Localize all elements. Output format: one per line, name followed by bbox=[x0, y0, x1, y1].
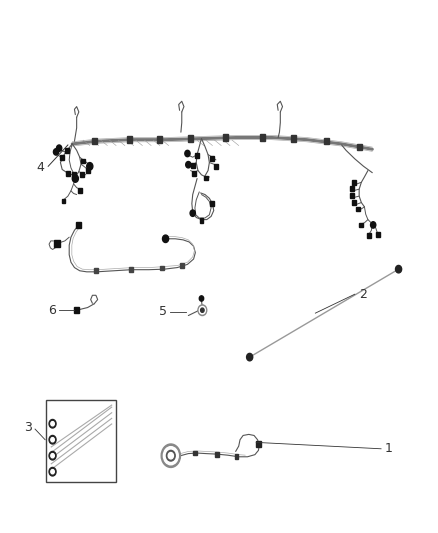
Bar bbox=[46, 400, 116, 482]
Bar bbox=[81, 159, 85, 163]
Text: 1: 1 bbox=[385, 442, 392, 455]
Text: 6: 6 bbox=[48, 304, 56, 317]
Bar bbox=[66, 171, 70, 175]
Circle shape bbox=[201, 308, 204, 312]
Bar bbox=[210, 201, 215, 206]
Circle shape bbox=[371, 222, 376, 228]
Bar bbox=[350, 186, 354, 191]
Bar bbox=[94, 269, 98, 273]
Bar bbox=[61, 198, 65, 203]
Bar bbox=[223, 134, 228, 141]
Circle shape bbox=[51, 422, 54, 426]
Text: 5: 5 bbox=[159, 305, 167, 318]
Bar bbox=[192, 171, 196, 175]
Bar bbox=[204, 175, 208, 180]
Bar bbox=[324, 138, 329, 144]
Circle shape bbox=[166, 450, 175, 461]
Circle shape bbox=[72, 175, 78, 182]
Bar bbox=[195, 153, 199, 158]
Bar bbox=[64, 148, 68, 152]
Bar bbox=[359, 223, 364, 227]
Bar bbox=[157, 136, 162, 143]
Bar bbox=[210, 156, 215, 161]
Circle shape bbox=[51, 454, 54, 458]
Circle shape bbox=[57, 145, 62, 151]
Bar bbox=[130, 267, 133, 272]
Bar bbox=[350, 193, 354, 198]
Circle shape bbox=[396, 265, 402, 273]
Bar bbox=[54, 240, 60, 247]
Bar bbox=[291, 135, 296, 142]
Bar bbox=[357, 144, 362, 150]
Bar bbox=[191, 163, 194, 167]
Circle shape bbox=[199, 296, 204, 301]
Bar bbox=[200, 219, 203, 223]
Bar bbox=[127, 136, 132, 143]
Bar bbox=[356, 206, 360, 211]
Circle shape bbox=[51, 470, 54, 474]
Bar bbox=[160, 266, 164, 271]
Text: 2: 2 bbox=[359, 288, 367, 301]
Circle shape bbox=[161, 444, 180, 467]
Bar bbox=[60, 155, 64, 160]
Circle shape bbox=[49, 435, 56, 444]
Circle shape bbox=[49, 419, 56, 428]
Bar bbox=[193, 451, 197, 455]
Bar bbox=[73, 172, 77, 177]
Circle shape bbox=[162, 235, 169, 243]
Circle shape bbox=[186, 161, 191, 168]
Bar bbox=[256, 441, 261, 447]
Circle shape bbox=[247, 353, 253, 361]
Circle shape bbox=[53, 149, 59, 155]
Text: 4: 4 bbox=[36, 161, 44, 174]
Circle shape bbox=[199, 306, 205, 314]
Circle shape bbox=[185, 150, 190, 157]
Circle shape bbox=[49, 467, 56, 476]
Circle shape bbox=[190, 210, 195, 216]
Bar bbox=[376, 232, 379, 237]
Circle shape bbox=[49, 451, 56, 460]
Bar bbox=[352, 180, 356, 184]
Bar bbox=[76, 222, 81, 228]
Bar bbox=[367, 233, 371, 238]
Circle shape bbox=[168, 453, 173, 459]
Bar bbox=[260, 134, 265, 141]
Circle shape bbox=[51, 438, 54, 442]
Bar bbox=[74, 307, 79, 313]
Bar bbox=[214, 164, 218, 168]
Bar bbox=[92, 138, 97, 144]
Bar bbox=[235, 454, 239, 459]
Bar bbox=[81, 172, 84, 176]
Bar bbox=[352, 200, 356, 205]
Circle shape bbox=[163, 447, 178, 465]
Circle shape bbox=[87, 163, 93, 170]
Bar bbox=[215, 452, 219, 456]
Text: 3: 3 bbox=[24, 421, 32, 434]
Bar bbox=[86, 168, 90, 173]
Bar bbox=[188, 135, 193, 142]
Bar bbox=[78, 188, 81, 192]
Circle shape bbox=[198, 305, 207, 316]
Bar bbox=[180, 263, 184, 268]
